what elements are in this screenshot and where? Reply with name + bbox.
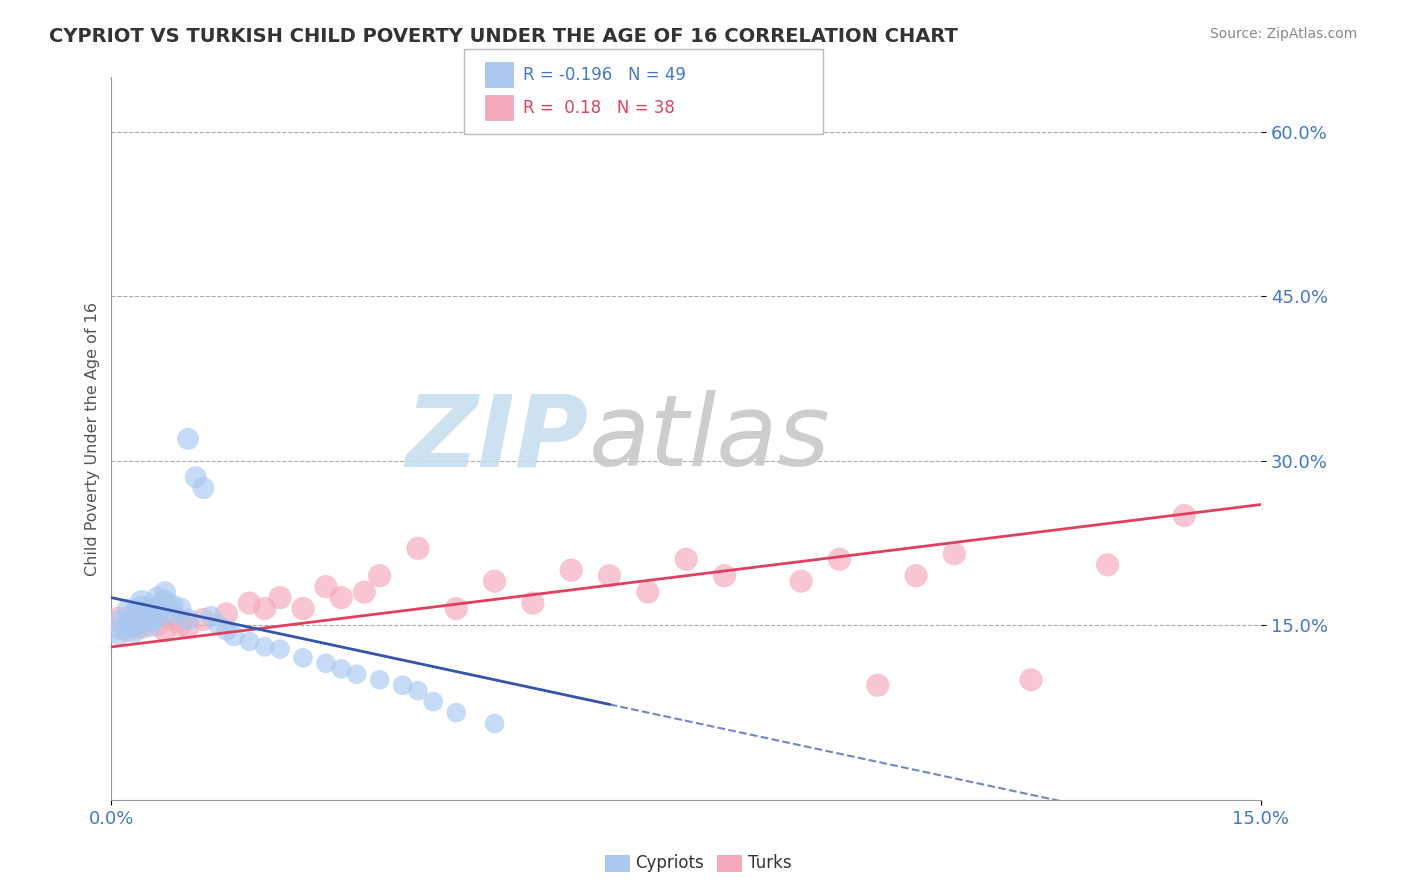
Point [115,624,138,638]
Point [131,601,153,615]
Point [115,613,138,627]
Point [406,541,429,556]
Point [162,607,184,621]
Point [291,601,314,615]
Point [115,618,138,632]
Point [713,568,735,582]
Point [146,609,169,624]
Point [291,651,314,665]
Point [131,609,153,624]
Point [253,601,276,615]
Point [599,568,621,582]
Point [269,591,291,605]
Point [353,585,375,599]
Point [138,607,160,621]
Point [193,481,215,495]
Point [169,618,191,632]
Point [108,613,131,627]
Point [131,613,153,627]
Text: Turks: Turks [748,855,792,872]
Y-axis label: Child Poverty Under the Age of 16: Child Poverty Under the Age of 16 [86,301,100,576]
Point [391,678,413,692]
Point [115,620,138,634]
Point [162,613,184,627]
Point [406,683,429,698]
Point [368,568,391,582]
Point [675,552,697,566]
Text: ZIP: ZIP [405,391,589,487]
Point [1097,558,1119,572]
Point [138,613,160,627]
Text: R =  0.18   N = 38: R = 0.18 N = 38 [523,99,675,117]
Point [124,607,146,621]
Point [108,629,131,643]
Point [522,596,544,610]
Point [184,470,207,484]
Point [124,624,146,638]
Point [153,624,176,638]
Point [146,618,169,632]
Point [238,634,260,648]
Text: Cypriots: Cypriots [636,855,704,872]
Point [315,657,337,671]
Point [115,601,138,615]
Point [1019,673,1042,687]
Point [208,618,231,632]
Point [222,629,245,643]
Point [330,662,353,676]
Point [153,585,176,599]
Point [193,613,215,627]
Point [138,613,160,627]
Point [346,667,368,681]
Point [943,547,966,561]
Point [177,432,200,446]
Point [108,613,131,627]
Point [169,601,191,615]
Point [866,678,889,692]
Point [153,594,176,608]
Point [484,716,506,731]
Point [124,620,146,634]
Point [560,563,582,577]
Point [446,601,468,615]
Point [146,601,169,615]
Point [315,580,337,594]
Point [215,607,238,621]
Point [905,568,928,582]
Text: Source: ZipAtlas.com: Source: ZipAtlas.com [1209,27,1357,41]
Text: atlas: atlas [589,391,830,487]
Point [124,607,146,621]
Point [124,613,146,627]
Point [124,618,146,632]
Point [330,591,353,605]
Point [138,601,160,615]
Point [446,706,468,720]
Point [124,615,146,630]
Point [177,613,200,627]
Point [146,591,169,605]
Point [108,624,131,638]
Text: R = -0.196   N = 49: R = -0.196 N = 49 [523,66,686,84]
Point [177,620,200,634]
Point [131,596,153,610]
Point [131,620,153,634]
Point [238,596,260,610]
Text: CYPRIOT VS TURKISH CHILD POVERTY UNDER THE AGE OF 16 CORRELATION CHART: CYPRIOT VS TURKISH CHILD POVERTY UNDER T… [49,27,957,45]
Point [269,642,291,657]
Point [215,624,238,638]
Point [637,585,659,599]
Point [200,609,222,624]
Point [253,640,276,654]
Point [790,574,813,589]
Point [484,574,506,589]
Point [422,695,444,709]
Point [138,618,160,632]
Point [162,599,184,613]
Point [828,552,851,566]
Point [368,673,391,687]
Point [1173,508,1195,523]
